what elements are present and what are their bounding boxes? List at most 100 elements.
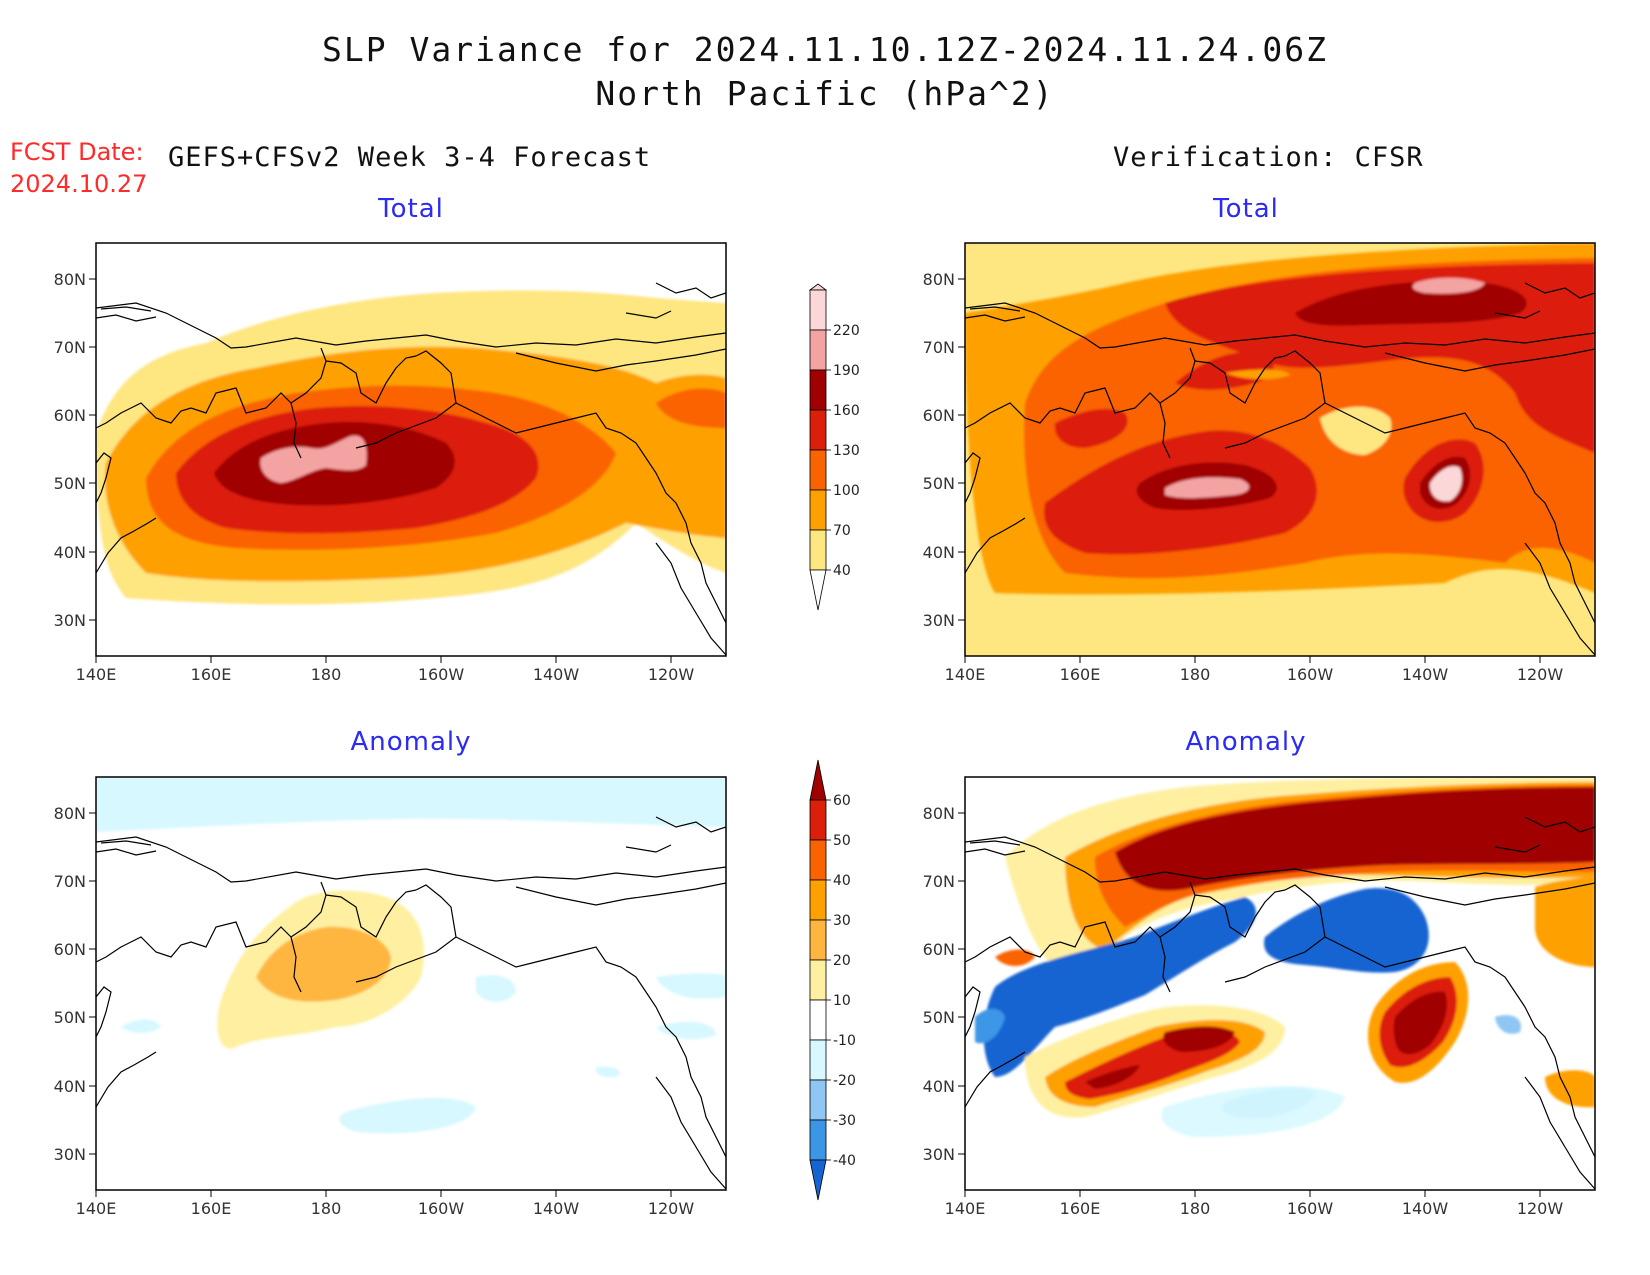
- lat-tick-label: 50N: [923, 1008, 955, 1027]
- lon-tick-label: 160E: [1060, 665, 1101, 684]
- lat-tick-label: 50N: [54, 474, 86, 493]
- colorbar-label: 10: [833, 993, 851, 1009]
- colorbar-label: -10: [833, 1033, 856, 1049]
- lat-tick-label: 40N: [923, 1077, 955, 1096]
- verification-header: Verification: CFSR: [1113, 142, 1424, 173]
- lat-tick-label: 60N: [54, 406, 86, 425]
- lon-tick-label: 160E: [191, 665, 232, 684]
- lat-tick-label: 50N: [923, 474, 955, 493]
- lon-tick-label: 140E: [945, 665, 986, 684]
- lat-tick-label: 30N: [923, 1145, 955, 1164]
- lat-tick-label: 40N: [923, 543, 955, 562]
- lon-tick-label: 160W: [418, 1199, 465, 1218]
- lon-tick-label: 120W: [648, 665, 695, 684]
- colorbar-label: 160: [833, 403, 860, 419]
- panel-verification-total: [965, 243, 1595, 656]
- lat-tick-label: 40N: [54, 543, 86, 562]
- lon-tick-label: 160W: [418, 665, 465, 684]
- main-title: SLP Variance for 2024.11.10.12Z-2024.11.…: [322, 30, 1328, 69]
- colorbar-box: [809, 799, 827, 841]
- main-subtitle: North Pacific (hPa^2): [595, 74, 1055, 113]
- colorbar-label: 190: [833, 363, 860, 379]
- lat-tick-label: 70N: [54, 338, 86, 357]
- lat-tick-label: 70N: [923, 338, 955, 357]
- map-axes: 80N 70N 60N 50N 40N 30N 140E 160E 180 160W 140W 120…: [54, 270, 1564, 1218]
- lat-tick-label: 70N: [923, 872, 955, 891]
- colorbar-label: 70: [833, 523, 851, 539]
- lat-tick-label: 30N: [923, 611, 955, 630]
- lon-tick-label: 140W: [1402, 665, 1449, 684]
- lon-tick-label: 160E: [1060, 1199, 1101, 1218]
- lat-tick-label: 70N: [54, 872, 86, 891]
- lon-tick-label: 160W: [1287, 665, 1334, 684]
- lat-tick-label: 30N: [54, 1145, 86, 1164]
- colorbar-box: [809, 409, 827, 451]
- lat-tick-label: 40N: [54, 1077, 86, 1096]
- colorbar-end-top: [808, 283, 828, 291]
- colorbar-label: 220: [833, 323, 860, 339]
- colorbar-label: 50: [833, 833, 851, 849]
- lon-tick-label: 140W: [1402, 1199, 1449, 1218]
- panel-label-verification-anomaly: Anomaly: [1185, 727, 1307, 757]
- colorbar-end-top: [809, 759, 827, 801]
- panel-label-verification-total: Total: [1213, 194, 1279, 224]
- panel-forecast-total: [96, 243, 726, 656]
- lon-tick-label: 180: [1180, 1199, 1211, 1218]
- colorbar-label: 100: [833, 483, 860, 499]
- forecast-header: GEFS+CFSv2 Week 3-4 Forecast: [168, 142, 652, 173]
- fcst-date-value: 2024.10.27: [10, 170, 148, 198]
- colorbar-box: [809, 919, 827, 961]
- lat-tick-label: 60N: [54, 940, 86, 959]
- panel-label-forecast-anomaly: Anomaly: [350, 727, 472, 757]
- colorbar-end-bottom: [809, 569, 827, 611]
- total-colorbar: 220 190 160 130 100 70 40: [808, 283, 860, 611]
- lon-tick-label: 120W: [1517, 1199, 1564, 1218]
- lat-tick-label: 60N: [923, 940, 955, 959]
- colorbar-label: 130: [833, 443, 860, 459]
- lon-tick-label: 160E: [191, 1199, 232, 1218]
- lat-tick-label: 30N: [54, 611, 86, 630]
- colorbar-box: [809, 839, 827, 881]
- colorbar-box: [809, 289, 827, 331]
- panel-verification-anomaly: [965, 777, 1595, 1190]
- lat-tick-label: 80N: [923, 804, 955, 823]
- fcst-date-label: FCST Date:: [10, 138, 144, 166]
- anomaly-colorbar: 60 50 40 30 20 10 -10 -20 -30 -40: [809, 759, 856, 1201]
- colorbar-box: [809, 489, 827, 531]
- lon-tick-label: 140E: [76, 665, 117, 684]
- colorbar-box: [809, 369, 827, 411]
- lon-tick-label: 120W: [648, 1199, 695, 1218]
- colorbar-label: 30: [833, 913, 851, 929]
- colorbar-end-bottom: [809, 1159, 827, 1201]
- lon-tick-label: 140E: [76, 1199, 117, 1218]
- lon-tick-label: 140W: [533, 665, 580, 684]
- colorbar-box: [809, 1039, 827, 1081]
- lon-tick-label: 120W: [1517, 665, 1564, 684]
- colorbar-box: [809, 879, 827, 921]
- lon-tick-label: 140E: [945, 1199, 986, 1218]
- lon-tick-label: 180: [311, 1199, 342, 1218]
- colorbar-box: [809, 999, 827, 1041]
- panel-forecast-anomaly: [96, 777, 726, 1190]
- lon-tick-label: 160W: [1287, 1199, 1334, 1218]
- colorbar-label: -40: [833, 1153, 856, 1169]
- lat-tick-label: 80N: [54, 270, 86, 289]
- lat-tick-label: 80N: [54, 804, 86, 823]
- lat-tick-label: 80N: [923, 270, 955, 289]
- colorbar-box: [809, 959, 827, 1001]
- lat-tick-label: 50N: [54, 1008, 86, 1027]
- colorbar-label: 40: [833, 873, 851, 889]
- colorbar-box: [809, 1079, 827, 1121]
- colorbar-label: 40: [833, 563, 851, 579]
- lon-tick-label: 180: [311, 665, 342, 684]
- colorbar-box: [809, 329, 827, 371]
- panel-label-forecast-total: Total: [378, 194, 444, 224]
- colorbar-label: 60: [833, 793, 851, 809]
- lon-tick-label: 180: [1180, 665, 1211, 684]
- lon-tick-label: 140W: [533, 1199, 580, 1218]
- colorbar-box: [809, 1119, 827, 1161]
- colorbar-label: -30: [833, 1113, 856, 1129]
- colorbar-box: [809, 529, 827, 571]
- colorbar-box: [809, 449, 827, 491]
